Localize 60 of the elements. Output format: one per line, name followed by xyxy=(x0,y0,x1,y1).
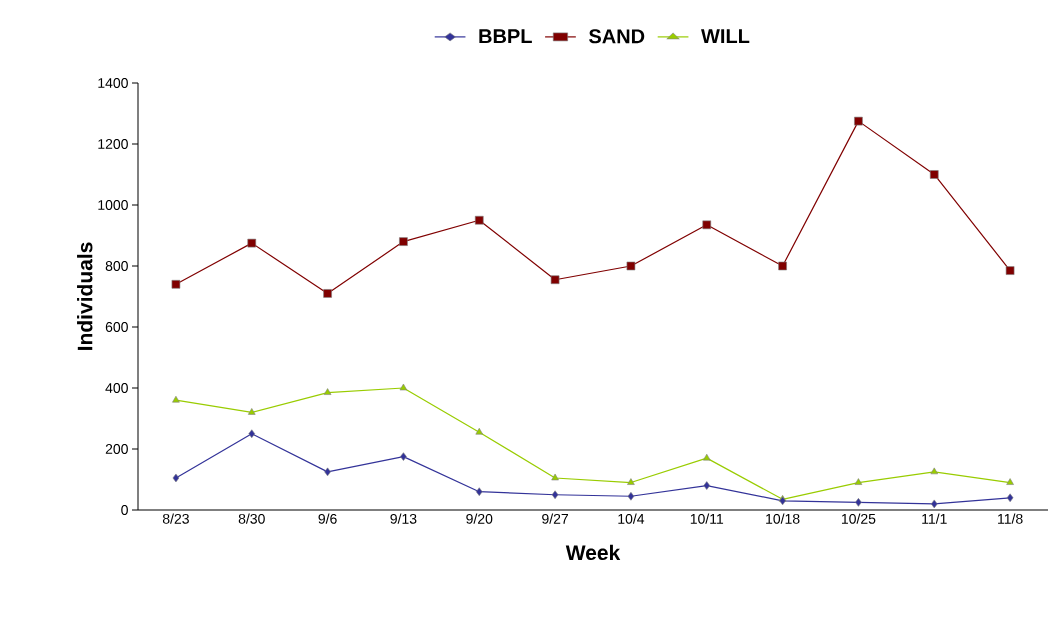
x-tick-label: 9/20 xyxy=(466,513,493,524)
point xyxy=(930,467,939,475)
point xyxy=(172,395,180,403)
legend-label: SAND xyxy=(589,29,645,44)
x-tick-label: 10/11 xyxy=(690,513,724,524)
legend-label: WILL xyxy=(701,29,750,44)
point xyxy=(1006,478,1014,485)
point xyxy=(702,220,712,230)
x-tick-label: 9/13 xyxy=(390,513,417,524)
point xyxy=(929,170,939,179)
x-tick-label: 11/1 xyxy=(922,513,947,524)
point xyxy=(323,388,332,395)
y-tick-label: 1400 xyxy=(98,78,128,88)
point xyxy=(247,238,257,248)
point xyxy=(474,215,484,225)
point xyxy=(399,237,408,246)
point xyxy=(400,452,407,461)
point xyxy=(703,481,711,490)
point xyxy=(550,275,560,285)
x-tick-label: 10/25 xyxy=(841,513,876,524)
y-tick-label: 400 xyxy=(105,383,128,393)
point xyxy=(399,383,408,391)
point xyxy=(627,491,635,501)
y-tick-label: 800 xyxy=(105,261,128,271)
point xyxy=(626,261,636,271)
point xyxy=(323,289,332,298)
legend-label: BBPL xyxy=(479,29,532,44)
point xyxy=(1005,266,1015,275)
point xyxy=(171,280,181,289)
point xyxy=(854,116,863,126)
point xyxy=(1006,493,1014,503)
x-tick-label: 11/8 xyxy=(998,513,1023,524)
x-tick-label: 10/18 xyxy=(766,513,800,524)
point xyxy=(475,487,483,496)
point xyxy=(854,478,863,485)
x-tick-label: 9/6 xyxy=(318,513,337,524)
point xyxy=(930,499,938,509)
y-tick-label: 1000 xyxy=(98,200,128,210)
y-tick-label: 1200 xyxy=(98,139,128,149)
x-tick-label: 9/27 xyxy=(542,513,569,524)
x-tick-label: 10/4 xyxy=(618,513,645,524)
point xyxy=(551,473,559,481)
point xyxy=(551,490,559,500)
y-tick-label: 0 xyxy=(121,505,128,515)
point xyxy=(475,427,484,435)
x-axis-title: Week xyxy=(565,544,621,561)
point xyxy=(855,498,862,507)
point xyxy=(702,453,711,461)
x-tick-label: 8/30 xyxy=(238,513,265,524)
point xyxy=(778,261,787,271)
point xyxy=(324,467,331,477)
y-axis-title: Individuals xyxy=(77,242,93,350)
point xyxy=(779,496,786,506)
x-tick-label: 8/23 xyxy=(162,513,189,524)
point xyxy=(247,408,256,415)
point xyxy=(248,429,256,439)
y-tick-label: 600 xyxy=(105,322,128,332)
point xyxy=(627,478,635,485)
y-tick-label: 200 xyxy=(105,444,128,454)
point xyxy=(172,473,180,483)
